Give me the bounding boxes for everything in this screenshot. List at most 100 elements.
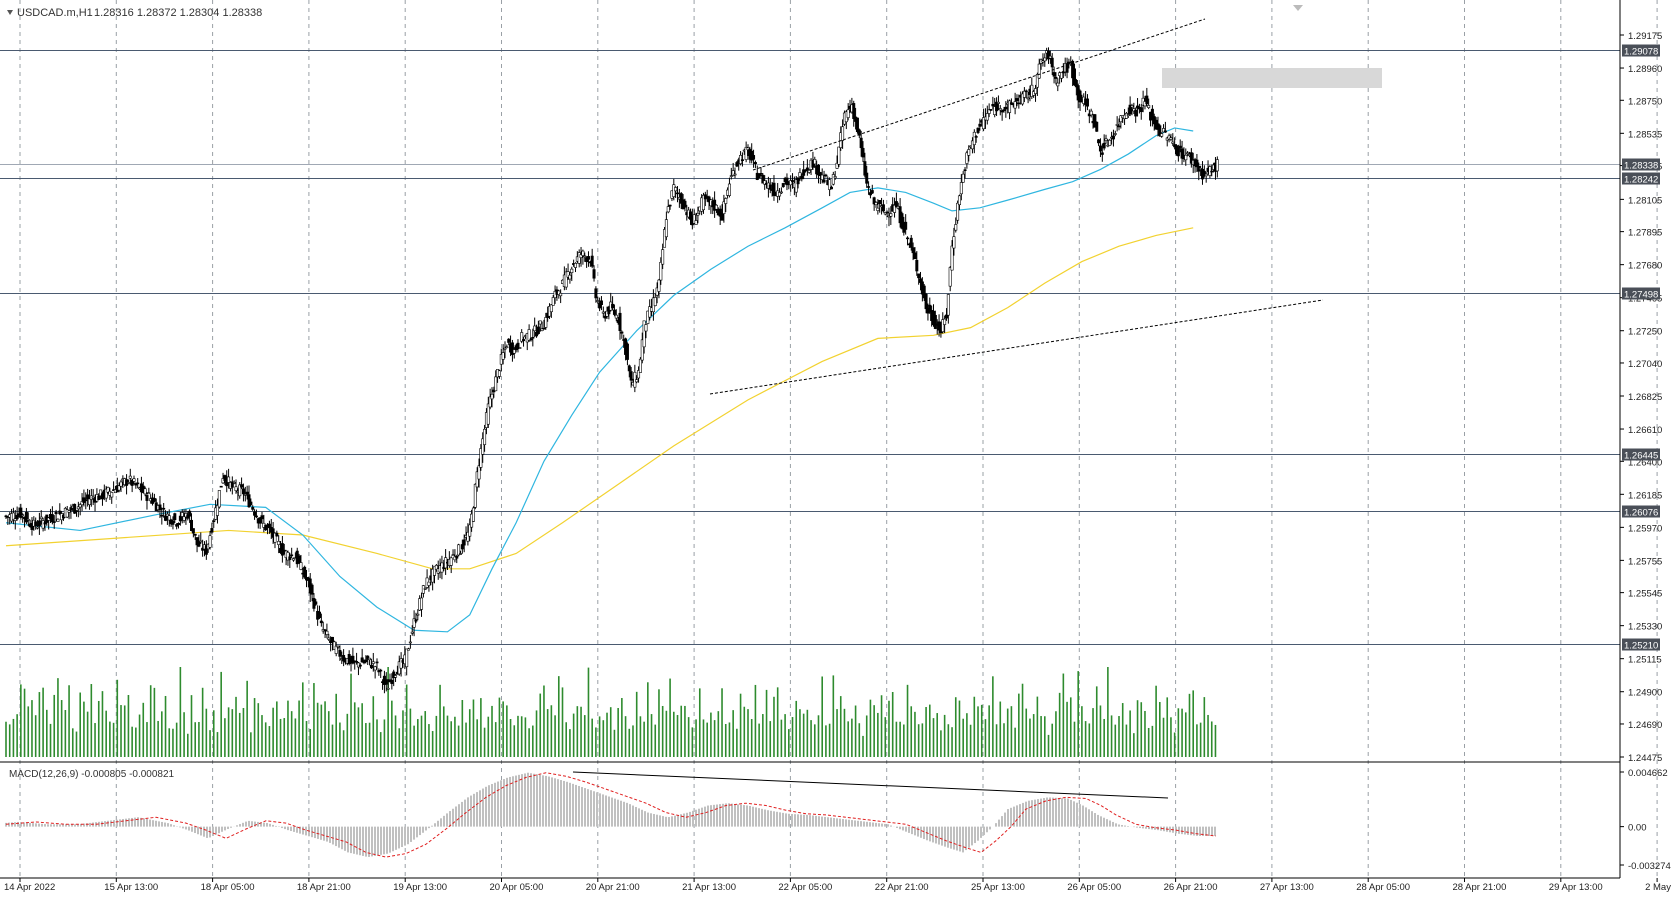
candle-body [957, 195, 961, 206]
candle-body [1013, 101, 1017, 109]
candle-body [373, 666, 377, 671]
level-tag-box [1622, 638, 1660, 651]
candle-body [1097, 139, 1101, 144]
candle-body [820, 174, 824, 181]
candle-body [434, 565, 438, 570]
time-tick-label: 29 Apr 13:00 [1549, 882, 1603, 893]
candle-body [998, 108, 1002, 111]
candle-body [230, 481, 234, 488]
price-tick-label: 1.26610 [1628, 425, 1662, 436]
candle-body [1111, 135, 1115, 140]
candle-body [757, 174, 761, 179]
candle-body [86, 494, 90, 500]
candle-body [182, 516, 186, 521]
price-tick-label: 1.26400 [1628, 457, 1662, 468]
candle-body [676, 192, 680, 195]
level-price-tags: 1.29078 1.28338 1.28242 1.27498 1.26445 1.260… [1622, 44, 1660, 652]
upper-trendline[interactable] [752, 18, 1206, 171]
candle-body [831, 174, 835, 185]
candle-body [635, 379, 639, 383]
candle-body [627, 365, 631, 372]
candle-body [657, 279, 661, 292]
candle-body [132, 478, 136, 482]
macd-label: MACD(12,26,9) -0.000805 -0.000821 [9, 769, 175, 780]
candle-body [661, 249, 665, 265]
ma-fast-path[interactable] [5, 127, 1194, 633]
price-tick-label: 1.24475 [1628, 753, 1662, 764]
ma-slow-path[interactable] [5, 227, 1194, 570]
candle-body [190, 519, 194, 531]
candle-body [759, 172, 763, 175]
candle-body [212, 520, 216, 522]
macd-signal-path[interactable] [5, 772, 1217, 858]
candle-body [1095, 121, 1099, 132]
candle-body [130, 479, 134, 486]
candle-body [744, 146, 748, 160]
candle-body [76, 506, 80, 510]
candle-body [1072, 68, 1076, 86]
time-tick-label: 20 Apr 21:00 [586, 882, 640, 893]
candle-body [217, 490, 221, 508]
candle-body [1065, 63, 1069, 73]
lower-trendline[interactable] [709, 299, 1324, 395]
trendlines[interactable] [709, 18, 1324, 395]
candle-body [136, 482, 140, 485]
candle-body [319, 620, 323, 624]
candle-body [323, 629, 327, 632]
candle-body [778, 192, 782, 197]
macd-divergence-line[interactable] [572, 771, 1169, 799]
level-tag-box [1622, 287, 1660, 300]
candle-body [1215, 159, 1219, 172]
time-axis: 14 Apr 2022 15 Apr 13:00 18 Apr 05:00 18 Ap… [4, 878, 1673, 893]
candle-body [816, 164, 820, 176]
candle-body [852, 103, 856, 119]
candle-body [54, 511, 58, 515]
candle-body [531, 336, 535, 339]
candle-body [240, 484, 244, 488]
candle-body [599, 300, 603, 305]
candle-body [47, 517, 51, 521]
candle-body [420, 597, 424, 610]
level-tag-box [1622, 44, 1660, 57]
candle-body [219, 485, 223, 488]
candle-body [234, 486, 238, 491]
candle-body [488, 396, 492, 408]
candle-body [911, 247, 915, 254]
candle-body [735, 162, 739, 167]
candle-body [1186, 152, 1190, 155]
candle-body [505, 346, 509, 349]
price-tick-label: 1.28960 [1628, 64, 1662, 75]
candle-body [84, 499, 88, 502]
candle-body [837, 146, 841, 165]
time-tick-label: 27 Apr 13:00 [1260, 882, 1314, 893]
candle-body [1100, 152, 1104, 155]
supply-zone-rectangle[interactable] [1162, 68, 1382, 88]
candle-body [299, 562, 303, 570]
shift-marker-icon[interactable] [1293, 5, 1303, 11]
candle-body [791, 180, 795, 182]
candle-body [1056, 82, 1060, 87]
candle-body [494, 376, 498, 392]
candle-body [904, 221, 908, 230]
candle-body [573, 263, 577, 268]
candle-body [972, 131, 976, 146]
level-tag-label: 1.29078 [1624, 47, 1658, 58]
candle-body [961, 173, 965, 183]
candle-body [855, 117, 859, 133]
chart-menu-icon[interactable] [7, 10, 13, 15]
candle-body [99, 489, 103, 497]
candle-body [557, 290, 561, 295]
candle-body [559, 292, 563, 297]
candle-body [668, 204, 672, 207]
candle-body [516, 342, 520, 350]
candle-body [158, 504, 162, 511]
candle-body [829, 186, 833, 190]
candle-body [590, 255, 594, 267]
candle-body [679, 193, 683, 204]
candle-body [1130, 105, 1134, 108]
candle-body [507, 338, 511, 343]
candle-body [566, 271, 570, 278]
candle-body [167, 515, 171, 521]
candle-body [275, 532, 279, 537]
